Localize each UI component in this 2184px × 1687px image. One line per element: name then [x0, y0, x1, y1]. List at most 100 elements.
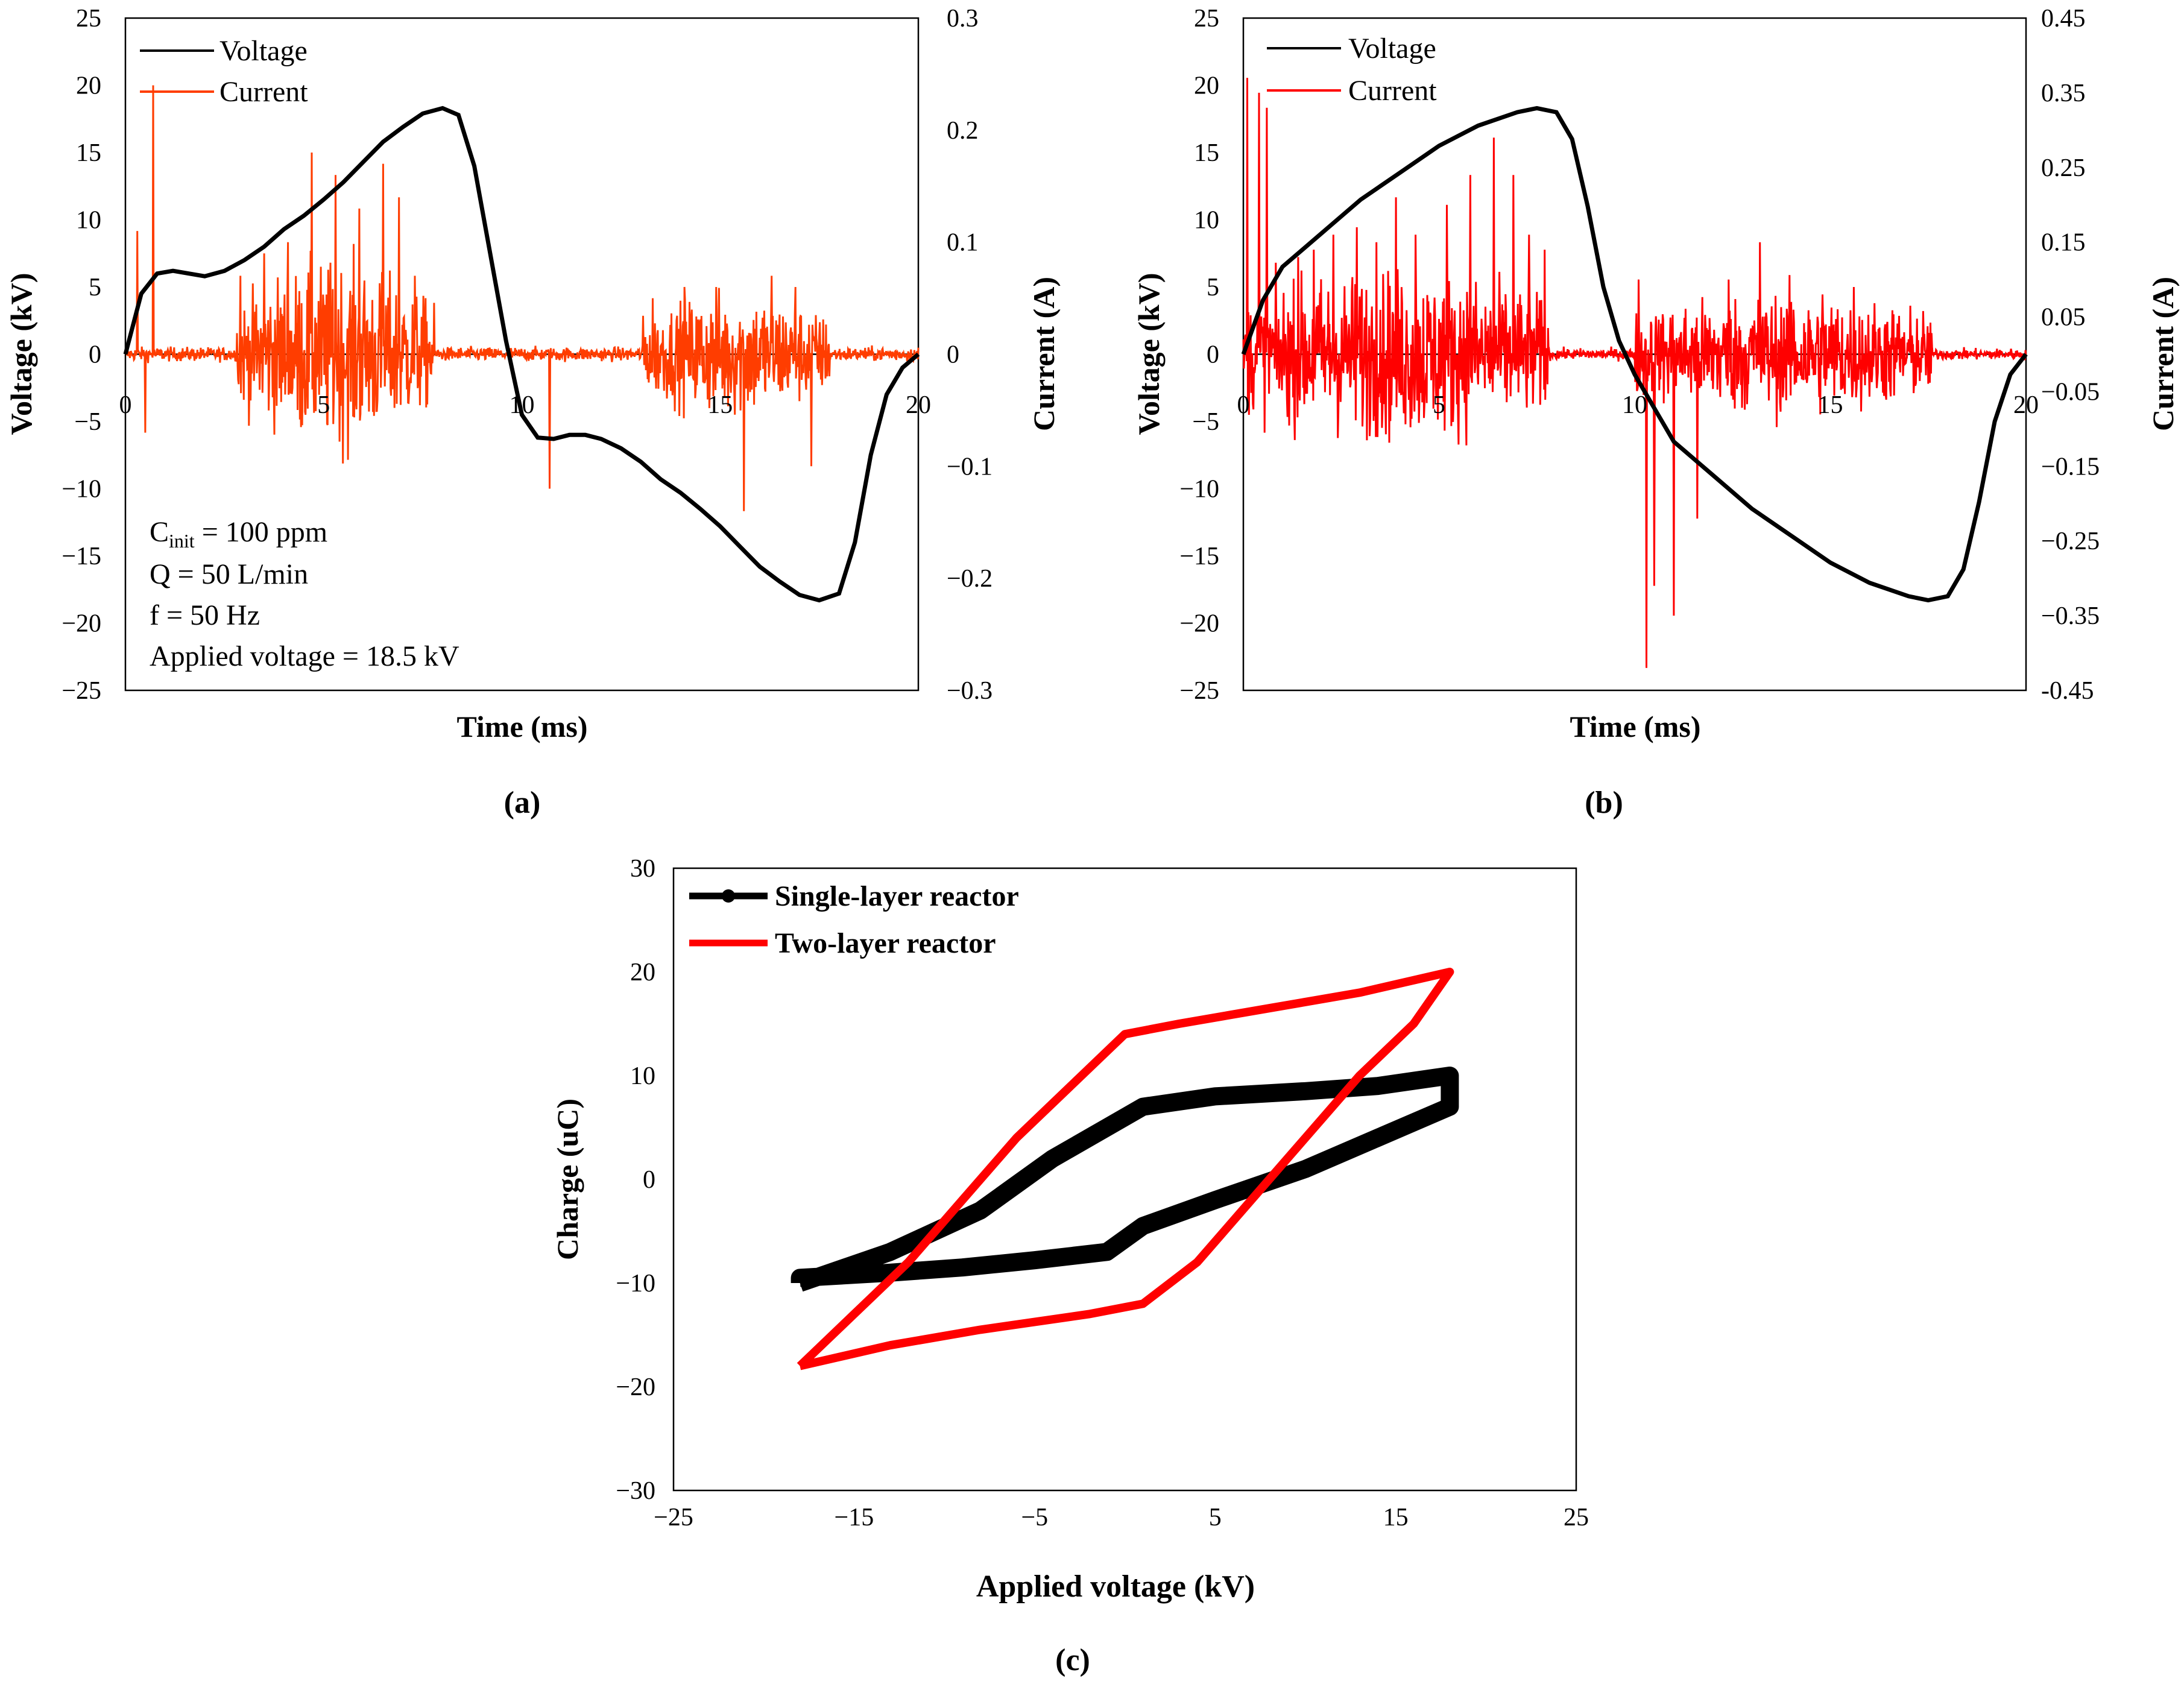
single-layer-loop	[791, 1067, 1459, 1292]
y-tick-8: −15	[62, 543, 101, 570]
voltage-line	[123, 106, 920, 603]
y2-tick-8: −0.35	[2041, 602, 2100, 630]
y-tick-1: 20	[630, 959, 655, 986]
x-tick-0: 0	[119, 391, 132, 419]
y2-axis-label: Current (A)	[1027, 277, 1061, 431]
x-tick-1: 5	[317, 391, 330, 419]
y2-tick-1: 0.35	[2041, 80, 2086, 107]
y-tick-labels: 25 20 15 10 5 0 −5 −10 −15 −20 −25	[1179, 5, 1219, 705]
y-tick-2: 15	[76, 139, 101, 167]
y2-tick-2: 0.25	[2041, 154, 2086, 182]
x-tick-2: −5	[1021, 1504, 1048, 1531]
y-tick-8: −15	[1179, 543, 1219, 570]
y-tick-5: −20	[616, 1373, 655, 1401]
x-tick-3: 15	[1818, 391, 1843, 419]
y2-tick-1: 0.2	[947, 117, 979, 145]
x-tick-5: 25	[1564, 1504, 1589, 1531]
x-tick-labels: 0 5 10 15 20	[1237, 391, 2039, 419]
y2-tick-labels: 0.3 0.2 0.1 0 −0.1 −0.2 −0.3	[947, 5, 993, 705]
y-tick-1: 20	[1194, 72, 1219, 100]
x-axis-label: Time (ms)	[1570, 710, 1700, 743]
annotation-flow: Q = 50 L/min	[150, 558, 308, 590]
y-tick-4: −10	[616, 1270, 655, 1298]
legend-label-voltage: Voltage	[1348, 33, 1436, 65]
x-axis-label: Applied voltage (kV)	[976, 1569, 1255, 1604]
y2-axis-label: Current (A)	[2146, 277, 2180, 431]
legend: Single-layer reactor Two-layer reactor	[689, 880, 1019, 959]
y2-tick-7: −0.25	[2041, 528, 2100, 555]
y-tick-4: 5	[89, 274, 101, 301]
x-tick-0: −25	[654, 1504, 693, 1531]
y2-tick-4: 0.05	[2041, 304, 2086, 332]
y-tick-5: 0	[1207, 341, 1219, 369]
y-tick-5: 0	[89, 341, 101, 369]
x-tick-4: 20	[906, 391, 931, 419]
x-tick-1: 5	[1433, 391, 1445, 419]
panel-label: (b)	[1585, 786, 1623, 820]
x-tick-4: 20	[2013, 391, 2039, 419]
y2-tick-6: −0.15	[2041, 453, 2100, 481]
legend-label-single-layer: Single-layer reactor	[775, 880, 1019, 912]
annotation-frequency: f = 50 Hz	[150, 599, 260, 631]
y-tick-2: 15	[1194, 139, 1219, 167]
y-tick-6: −5	[74, 408, 101, 436]
legend: Voltage Current	[1267, 33, 1437, 107]
y-tick-0: 25	[1194, 5, 1219, 33]
x-tick-3: 5	[1209, 1504, 1222, 1531]
annotations: Cinit = 100 ppm Q = 50 L/min f = 50 Hz A…	[150, 516, 459, 672]
legend-label-current: Current	[219, 76, 308, 108]
y-tick-10: −25	[62, 677, 101, 705]
y2-tick-3: 0	[947, 341, 959, 369]
y2-tick-4: −0.1	[947, 453, 993, 481]
y-tick-9: −20	[1179, 610, 1219, 638]
legend-label-two-layer: Two-layer reactor	[775, 927, 996, 959]
y-tick-7: −10	[62, 476, 101, 503]
y-tick-0: 25	[76, 5, 101, 33]
x-tick-2: 10	[510, 391, 535, 419]
y-tick-10: −25	[1179, 677, 1219, 705]
y-axis-label: Voltage (kV)	[4, 273, 38, 435]
annotation-cinit: Cinit = 100 ppm	[150, 516, 327, 552]
legend-marker-single-layer	[722, 889, 735, 903]
x-tick-1: −15	[835, 1504, 874, 1531]
y-tick-1: 20	[76, 72, 101, 100]
y2-tick-6: −0.3	[947, 677, 993, 705]
y-axis-label: Charge (uC)	[551, 1099, 584, 1260]
y2-tick-5: −0.2	[947, 565, 993, 593]
x-tick-2: 10	[1622, 391, 1647, 419]
y2-tick-9: -0.45	[2041, 677, 2094, 705]
y-tick-0: 30	[630, 855, 655, 883]
y-tick-3: 10	[76, 207, 101, 235]
legend-label-current: Current	[1348, 75, 1437, 107]
y-tick-6: −30	[616, 1477, 655, 1505]
legend: Voltage Current	[140, 35, 308, 108]
annotation-applied-voltage: Applied voltage = 18.5 kV	[150, 640, 459, 672]
x-tick-labels: −25 −15 −5 5 15 25	[654, 1504, 1589, 1531]
y-tick-3: 10	[1194, 207, 1219, 235]
y-tick-labels: 30 20 10 0 −10 −20 −30	[616, 855, 655, 1505]
x-tick-3: 15	[707, 391, 733, 419]
panel-label: (c)	[1055, 1643, 1090, 1677]
current-line	[124, 85, 920, 511]
x-axis-label: Time (ms)	[456, 710, 587, 743]
voltage-line	[1241, 106, 2028, 603]
y2-tick-labels: 0.45 0.35 0.25 0.15 0.05 −0.05 −0.15 −0.25 −0.35…	[2041, 5, 2100, 705]
y2-tick-0: 0.45	[2041, 5, 2086, 33]
legend-label-voltage: Voltage	[219, 35, 308, 67]
y2-tick-2: 0.1	[947, 229, 979, 257]
panel-label: (a)	[504, 786, 541, 820]
y2-tick-5: −0.05	[2041, 378, 2100, 406]
y-tick-6: −5	[1192, 408, 1219, 436]
y-tick-3: 0	[643, 1166, 655, 1194]
y-tick-9: −20	[62, 610, 101, 638]
two-layer-loop	[797, 968, 1454, 1370]
panel-b: 25 20 15 10 5 0 −5 −10 −15 −20 −25 0.45 0.35 0.25 0.1…	[1132, 5, 2180, 820]
y-tick-7: −10	[1179, 476, 1219, 503]
current-line	[1242, 78, 2027, 668]
y-axis-label: Voltage (kV)	[1132, 273, 1166, 435]
y-tick-labels: 25 20 15 10 5 0 −5 −10 −15 −20 −25	[62, 5, 101, 705]
x-tick-labels: 0 5 10 15 20	[119, 391, 932, 419]
y2-tick-0: 0.3	[947, 5, 979, 33]
y2-tick-3: 0.15	[2041, 229, 2086, 257]
